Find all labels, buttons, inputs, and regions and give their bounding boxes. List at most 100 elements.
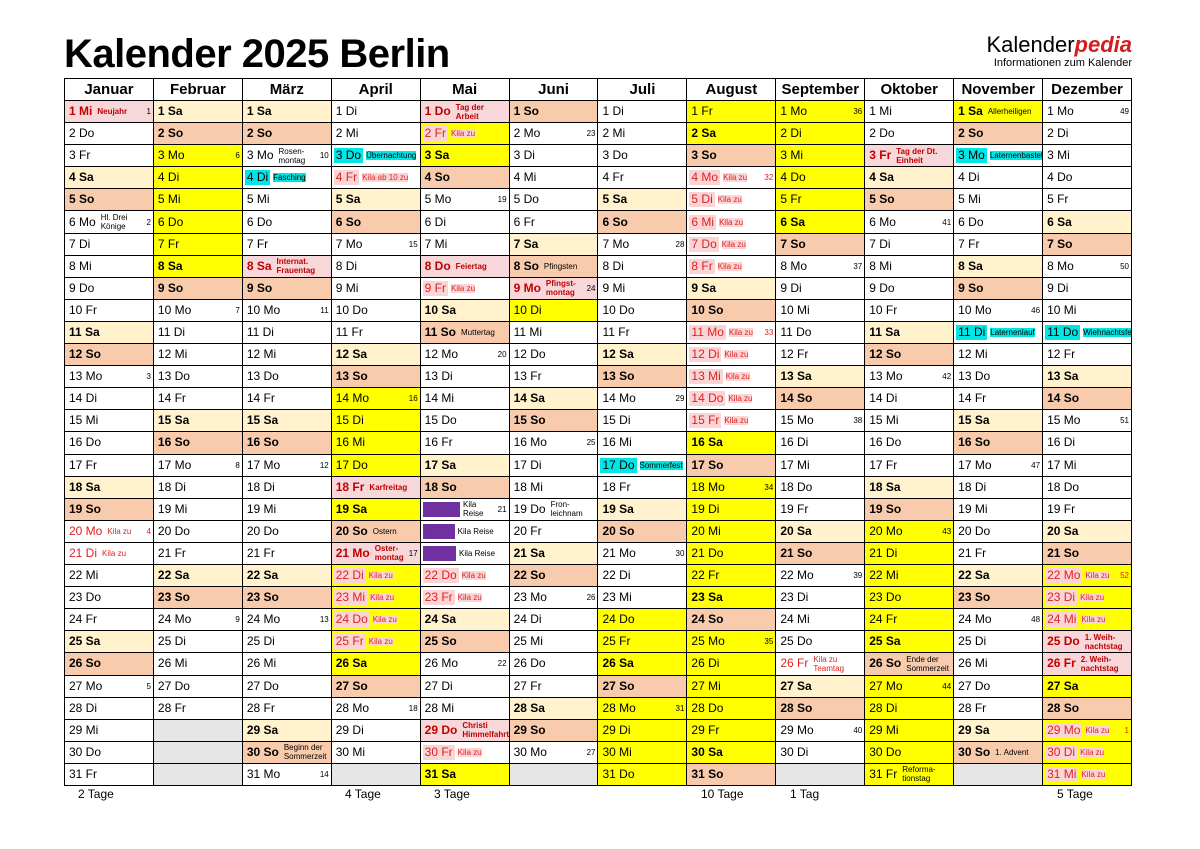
day-cell[interactable]: 8 Mi: [865, 255, 955, 278]
day-cell[interactable]: 2 Do: [865, 123, 955, 146]
day-cell[interactable]: 7 Sa: [509, 233, 599, 256]
day-cell[interactable]: 20 Mo Kila zu 4: [65, 520, 154, 543]
day-cell[interactable]: 29 Di: [331, 719, 421, 742]
day-cell[interactable]: 15 Fr Kila zu: [687, 410, 777, 433]
day-cell[interactable]: 30 Fr Kila zu: [420, 741, 510, 764]
day-cell[interactable]: 23 Sa: [687, 587, 777, 610]
day-cell[interactable]: 17 Fr: [865, 454, 955, 477]
day-cell[interactable]: 8 Fr Kila zu: [687, 255, 777, 278]
day-cell[interactable]: 5 Mi: [153, 189, 243, 212]
day-cell[interactable]: 22 Di: [598, 565, 688, 588]
day-cell[interactable]: 22 Sa: [242, 565, 332, 588]
day-cell[interactable]: 16 Fr: [420, 432, 510, 455]
day-cell[interactable]: 11 Fr: [598, 321, 688, 345]
day-cell[interactable]: 8 Sa Internat. Frauentag: [242, 255, 332, 278]
day-cell[interactable]: 17 Fr: [65, 454, 154, 477]
day-cell[interactable]: 12 So: [65, 344, 154, 367]
day-cell[interactable]: 25 Mo 35: [687, 631, 777, 654]
day-cell[interactable]: 30 Mo 27: [509, 741, 599, 764]
day-cell[interactable]: 12 So: [865, 344, 955, 367]
day-cell[interactable]: 9 Mo Pfingst-montag 24: [509, 277, 599, 300]
day-cell[interactable]: 28 Mi: [420, 697, 510, 720]
day-cell[interactable]: 9 Do: [65, 277, 154, 300]
day-cell[interactable]: 3 Do Übernachtung: [331, 145, 421, 168]
day-cell[interactable]: 12 Mo 20: [420, 344, 510, 367]
day-cell[interactable]: 27 So: [331, 675, 421, 698]
day-cell[interactable]: 21 Mo 30: [598, 542, 688, 566]
day-cell[interactable]: 28 So: [1043, 697, 1132, 720]
day-cell[interactable]: 19 Sa: [331, 498, 421, 521]
day-cell[interactable]: 27 Mo 44: [865, 675, 955, 698]
day-cell[interactable]: 19 Mi: [954, 498, 1044, 521]
day-cell[interactable]: 4 Di: [954, 167, 1044, 190]
day-cell[interactable]: 19 Sa: [598, 498, 688, 521]
day-cell[interactable]: 2 Mi: [331, 123, 421, 146]
day-cell[interactable]: 24 Mo 9: [153, 609, 243, 632]
day-cell[interactable]: 20 Sa: [1043, 520, 1132, 543]
day-cell[interactable]: 20 So: [598, 520, 688, 543]
day-cell[interactable]: 2 So: [954, 123, 1044, 146]
day-cell[interactable]: 30 Do: [865, 741, 955, 764]
day-cell[interactable]: 18 Di: [242, 476, 332, 499]
day-cell[interactable]: 19 Mo Kila Reise 21: [420, 498, 510, 521]
day-cell[interactable]: 13 Do: [242, 366, 332, 389]
day-cell[interactable]: 6 Mo 41: [865, 211, 955, 234]
day-cell[interactable]: 1 Fr: [687, 101, 777, 124]
day-cell[interactable]: 8 Sa: [954, 255, 1044, 278]
day-cell[interactable]: 12 Sa: [331, 344, 421, 367]
day-cell[interactable]: 7 Di: [65, 233, 154, 256]
day-cell[interactable]: 13 Do: [954, 366, 1044, 389]
day-cell[interactable]: 3 Di: [509, 145, 599, 168]
day-cell[interactable]: 24 Mi Kila zu: [1043, 609, 1132, 632]
day-cell[interactable]: 12 Fr: [776, 344, 866, 367]
day-cell[interactable]: 10 Di: [509, 299, 599, 322]
day-cell[interactable]: 29 So: [509, 719, 599, 742]
day-cell[interactable]: 29 Mi: [865, 719, 955, 742]
day-cell[interactable]: 24 So: [687, 609, 777, 632]
day-cell[interactable]: 22 Mi: [865, 565, 955, 588]
day-cell[interactable]: 16 Mo 25: [509, 432, 599, 455]
day-cell[interactable]: 12 Mi: [153, 344, 243, 367]
day-cell[interactable]: 17 So: [687, 454, 777, 477]
day-cell[interactable]: 17 Sa: [420, 454, 510, 477]
day-cell[interactable]: 23 So: [242, 587, 332, 610]
day-cell[interactable]: 28 Do: [687, 697, 777, 720]
day-cell[interactable]: 22 Sa: [153, 565, 243, 588]
day-cell[interactable]: 20 Sa: [776, 520, 866, 543]
day-cell[interactable]: 28 Di: [865, 697, 955, 720]
day-cell[interactable]: 18 Mi: [509, 476, 599, 499]
day-cell[interactable]: 7 Do Kila zu: [687, 233, 777, 256]
day-cell[interactable]: 19 Fr: [1043, 498, 1132, 521]
day-cell[interactable]: 17 Mi: [1043, 454, 1132, 477]
day-cell[interactable]: 26 Fr Kila zu Teamtag: [776, 653, 866, 676]
day-cell[interactable]: 19 So: [865, 498, 955, 521]
day-cell[interactable]: 2 Di: [1043, 123, 1132, 146]
day-cell[interactable]: 26 Do: [509, 653, 599, 676]
day-cell[interactable]: 21 Fr: [153, 542, 243, 566]
day-cell[interactable]: 14 Mi: [420, 388, 510, 411]
day-cell[interactable]: 7 Fr: [153, 233, 243, 256]
day-cell[interactable]: 7 Mo 28: [598, 233, 688, 256]
day-cell[interactable]: 1 Mi Neujahr 1: [65, 101, 154, 124]
day-cell[interactable]: 10 Fr: [865, 299, 955, 322]
day-cell[interactable]: 26 Mi: [242, 653, 332, 676]
day-cell[interactable]: 3 Mo 6: [153, 145, 243, 168]
day-cell[interactable]: 2 So: [242, 123, 332, 146]
day-cell[interactable]: 30 Sa: [687, 741, 777, 764]
day-cell[interactable]: 16 So: [954, 432, 1044, 455]
day-cell[interactable]: 12 Sa: [598, 344, 688, 367]
day-cell[interactable]: 29 Mo Kila zu 1: [1043, 719, 1132, 742]
day-cell[interactable]: 6 Fr: [509, 211, 599, 234]
day-cell[interactable]: 15 Mo 51: [1043, 410, 1132, 433]
day-cell[interactable]: 8 Di: [331, 255, 421, 278]
day-cell[interactable]: 7 Fr: [242, 233, 332, 256]
day-cell[interactable]: 21 Fr: [242, 542, 332, 566]
day-cell[interactable]: 29 Mo 40: [776, 719, 866, 742]
day-cell[interactable]: 18 Sa: [65, 476, 154, 499]
day-cell[interactable]: 25 So: [420, 631, 510, 654]
day-cell[interactable]: 11 Mo Kila zu 33: [687, 321, 777, 345]
day-cell[interactable]: 26 Mi: [954, 653, 1044, 676]
day-cell[interactable]: 15 So: [509, 410, 599, 433]
day-cell[interactable]: 3 MoLaternenbasteln45: [954, 145, 1044, 168]
day-cell[interactable]: 15 Mi: [65, 410, 154, 433]
